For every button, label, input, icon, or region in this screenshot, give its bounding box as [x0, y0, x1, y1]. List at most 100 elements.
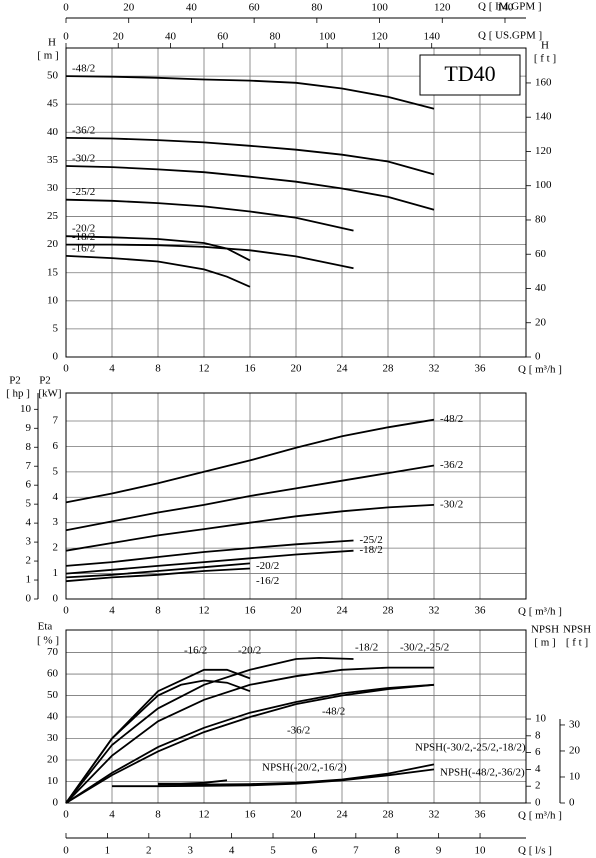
y2-tick-label: 20: [535, 316, 547, 328]
y2-tick-label: 40: [535, 282, 547, 294]
x-tick-label: 28: [383, 363, 395, 375]
axis-title: P2: [9, 375, 21, 387]
y2-tick-label: 80: [535, 214, 547, 226]
plot-frame: [65, 629, 527, 804]
series-label: -18/2: [360, 544, 383, 556]
y-tick-label: 20: [47, 238, 59, 250]
series-label: NPSH(-30/2,-25/2,-18/2): [415, 742, 526, 754]
series-label: NPSH(-48/2,-36/2): [440, 767, 525, 779]
y2-tick-label: 8: [26, 441, 32, 453]
x-tick-label: 16: [245, 605, 257, 617]
series-label: NPSH(-20/2,-16/2): [262, 762, 347, 774]
x-tick-label: 16: [245, 809, 257, 821]
x-tick-label: 20: [291, 605, 303, 617]
y3-tick-label: 30: [569, 718, 581, 730]
curve: [112, 768, 435, 788]
axis-title: Eta: [38, 621, 53, 633]
series-label: -30/2,-25/2: [400, 642, 449, 654]
x-tick-label: 0: [63, 605, 69, 617]
curve: [65, 137, 435, 176]
axis-title: Q [ IM.GPM ]: [478, 1, 542, 13]
series-label: -16/2: [72, 242, 95, 254]
x2-tick-label: 120: [371, 31, 388, 43]
y-tick-label: 30: [47, 182, 59, 194]
x-tick-label: 36: [475, 605, 487, 617]
series-label: -16/2: [256, 575, 279, 587]
y2-tick-label: 6: [26, 479, 32, 491]
x2-tick-label: 7: [353, 845, 359, 857]
y-tick-label: 40: [47, 126, 59, 138]
x3-tick-label: 20: [123, 2, 135, 14]
x2-tick-label: 0: [63, 845, 69, 857]
series-label: -48/2: [322, 706, 345, 718]
y3-tick-label: 20: [569, 745, 581, 757]
x-tick-label: 16: [245, 363, 257, 375]
curve: [65, 683, 435, 804]
curve: [65, 165, 435, 211]
y2-tick-label: 9: [26, 422, 32, 434]
x-tick-label: 32: [429, 605, 440, 617]
x2-tick-label: 1: [105, 845, 111, 857]
y2-tick-label: 4: [535, 763, 541, 775]
y2-tick-label: 10: [535, 713, 547, 725]
x-tick-label: 0: [63, 363, 69, 375]
x2-tick-label: 5: [270, 845, 276, 857]
axis-title: Q [ US.GPM ]: [478, 30, 542, 42]
axis-title: Q [ m³/h ]: [518, 364, 562, 376]
curve: [65, 418, 435, 504]
axis-title: Q [ m³/h ]: [518, 606, 562, 618]
series-label: -30/2: [440, 498, 463, 510]
y2-tick-label: 10: [20, 403, 32, 415]
x-tick-label: 8: [155, 809, 161, 821]
curve: [65, 464, 435, 532]
y2-tick-label: 2: [26, 555, 32, 567]
series-label: -25/2: [72, 186, 95, 198]
axis-title: Q [ l/s ]: [518, 845, 552, 857]
y-tick-label: 50: [47, 70, 59, 82]
y2-tick-label: 120: [535, 145, 552, 157]
y2-tick-label: 7: [26, 460, 32, 472]
x2-tick-label: 8: [394, 845, 400, 857]
x3-tick-label: 80: [311, 2, 323, 14]
x2-tick-label: 140: [423, 31, 440, 43]
x-tick-label: 32: [429, 363, 440, 375]
y2-tick-label: 0: [535, 797, 541, 809]
plot-frame: [65, 392, 527, 600]
y-tick-label: 15: [47, 266, 59, 278]
axis-title: [ f t ]: [566, 637, 588, 649]
y-tick-label: 3: [53, 516, 59, 528]
x3-tick-label: 60: [249, 2, 261, 14]
curve: [65, 75, 435, 110]
x3-tick-label: 40: [186, 2, 198, 14]
curve: [66, 243, 354, 270]
curve: [65, 255, 251, 288]
axis-title: [ % ]: [37, 635, 59, 647]
curve: [158, 779, 228, 785]
chart-title: TD40: [444, 61, 495, 86]
y2-tick-label: 3: [26, 536, 32, 548]
x-tick-label: 32: [429, 809, 440, 821]
y2-tick-label: 100: [535, 179, 552, 191]
x-tick-label: 4: [109, 363, 115, 375]
x2-tick-label: 60: [217, 31, 229, 43]
x3-tick-label: 120: [434, 2, 451, 14]
x2-tick-label: 20: [113, 31, 125, 43]
y2-tick-label: 6: [535, 746, 541, 758]
x-tick-label: 8: [155, 605, 161, 617]
axis-title: H: [541, 40, 549, 52]
x2-tick-label: 10: [475, 845, 487, 857]
series-label: -30/2: [72, 153, 95, 165]
axis-title: Q [ m³/h ]: [518, 810, 562, 822]
x-tick-label: 12: [199, 605, 210, 617]
axis-title: NPSH: [563, 624, 591, 636]
y-tick-label: 20: [47, 754, 59, 766]
y-tick-label: 25: [47, 210, 59, 222]
axis-title: [ m ]: [37, 50, 58, 62]
axis-title: NPSH: [531, 624, 559, 636]
x-tick-label: 4: [109, 809, 115, 821]
axis-title: [ m ]: [534, 637, 555, 649]
y2-tick-label: 5: [26, 498, 32, 510]
y-tick-label: 0: [53, 351, 59, 363]
x2-tick-label: 100: [319, 31, 336, 43]
